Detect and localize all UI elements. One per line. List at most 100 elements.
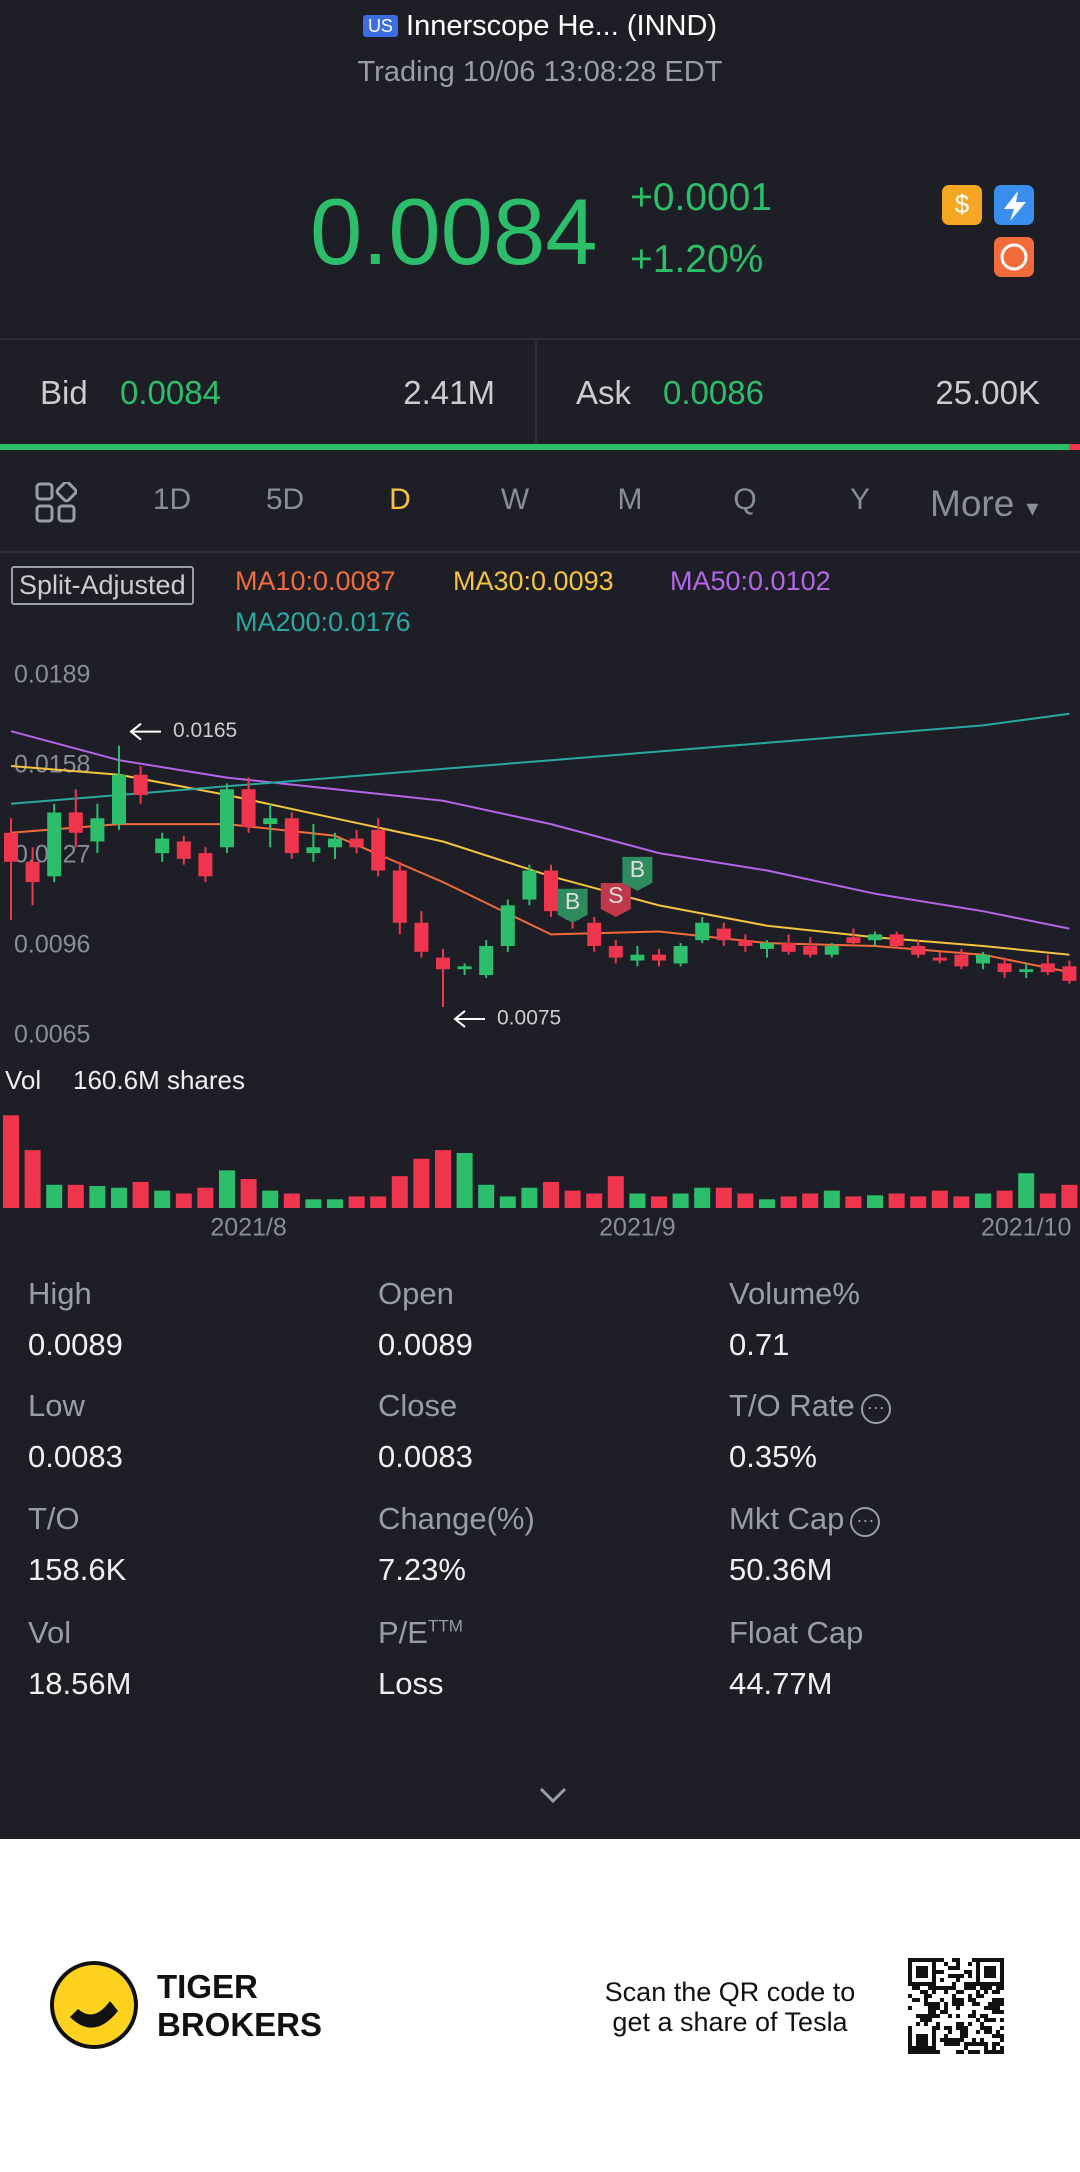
candle-body <box>954 954 969 967</box>
tab[interactable]: M <box>617 483 643 516</box>
candle-body <box>803 946 818 955</box>
qr-cell <box>960 2022 964 2026</box>
candle-body <box>630 954 645 961</box>
tab[interactable]: D <box>389 483 411 516</box>
qr-cell <box>908 2038 912 2042</box>
qr-cell <box>968 1994 972 1998</box>
qr-cell <box>976 2042 980 2046</box>
candle-body <box>371 829 386 871</box>
qr-cell <box>932 1958 936 1962</box>
qr-cell <box>956 2014 960 2018</box>
volume-bar <box>564 1190 581 1208</box>
qr-cell <box>928 2046 932 2050</box>
qr-cell <box>988 2030 992 2034</box>
candle-body <box>997 963 1012 973</box>
qr-cell <box>976 1970 980 1974</box>
qr-cell <box>976 2030 980 2034</box>
candle-body <box>68 812 83 833</box>
qr-cell <box>916 2022 920 2026</box>
qr-cell <box>936 2014 940 2018</box>
qr-cell <box>980 2014 984 2018</box>
volume-bar <box>759 1199 775 1208</box>
volume-bar <box>499 1196 516 1208</box>
candle-body <box>306 847 321 854</box>
adjust-label[interactable]: Split-Adjusted <box>11 566 194 605</box>
qr-cell <box>960 1990 964 1994</box>
qr-cell <box>912 1998 916 2002</box>
qr-cell <box>908 1958 912 1962</box>
qr-cell <box>940 1978 944 1982</box>
tab[interactable]: 5D <box>265 483 305 516</box>
candle-body <box>889 934 904 946</box>
qr-cell <box>944 2010 948 2014</box>
candle-body <box>47 812 62 877</box>
candle-body <box>652 954 666 961</box>
qr-cell <box>924 2018 928 2022</box>
qr-cell <box>996 1990 1000 1994</box>
qr-cell <box>996 1982 1000 1986</box>
qr-cell <box>932 1982 936 1986</box>
qr-cell <box>968 2050 972 2054</box>
qr-cell <box>928 2002 932 2006</box>
volume-bar <box>996 1190 1013 1208</box>
market-badge: US <box>362 15 398 37</box>
qr-cell <box>980 1986 984 1990</box>
icon[interactable] <box>942 185 982 225</box>
qr-cell <box>988 1958 992 1962</box>
qr-cell <box>924 1958 928 1962</box>
qr-cell <box>992 2034 996 2038</box>
info-icon[interactable]: ⋯ <box>860 1394 891 1424</box>
qr-cell <box>976 1978 980 1982</box>
chart: 0.01890.01580.01270.00960.00652021/82021… <box>3 661 1078 1242</box>
volume-bar <box>672 1193 689 1208</box>
volume-bar <box>111 1187 127 1208</box>
candle-body <box>522 870 537 900</box>
volume-bar <box>327 1199 343 1208</box>
stat-label: Change(%) <box>378 1501 535 1536</box>
qr-cell <box>980 1958 984 1962</box>
marker-arrow <box>453 1010 485 1028</box>
qr-cell <box>916 1966 920 1970</box>
qr-cell <box>964 2030 968 2034</box>
qr-cell <box>1000 1986 1004 1990</box>
qr-cell <box>916 1974 920 1978</box>
qr-cell <box>916 1986 920 1990</box>
qr-cell <box>972 2038 976 2042</box>
qr-cell <box>984 2026 988 2030</box>
volume-bar <box>543 1181 559 1208</box>
qr-cell <box>996 1998 1000 2002</box>
qr-cell <box>944 2006 948 2010</box>
qr-cell <box>996 2010 1000 2014</box>
candle-body <box>1019 969 1034 973</box>
qr-cell <box>940 1970 944 1974</box>
tab[interactable]: W <box>500 483 530 516</box>
tab[interactable]: Q <box>733 483 757 516</box>
candle-body <box>1040 963 1055 973</box>
tab[interactable]: 1D <box>152 483 192 516</box>
icons[interactable]: $ <box>940 182 1040 282</box>
qr-cell <box>928 1982 932 1986</box>
expand-chevron[interactable] <box>538 1785 568 1805</box>
qr-cell <box>992 1958 996 1962</box>
qr-cell <box>928 2050 932 2054</box>
info-icon[interactable]: ⋯ <box>850 1507 881 1537</box>
qr-cell <box>984 2046 988 2050</box>
ma-label: MA30:0.0093 <box>453 566 614 596</box>
qr-cell <box>968 2042 972 2046</box>
candle-body <box>1062 966 1077 981</box>
trade-label: S <box>608 882 623 908</box>
qr-cell <box>920 2046 924 2050</box>
qr-cell <box>928 1986 932 1990</box>
tab[interactable]: More ▾ <box>930 483 1039 524</box>
qr-cell <box>1000 1970 1004 1974</box>
qr-cell <box>952 1974 956 1978</box>
qr-cell <box>992 2046 996 2050</box>
y-tick-label: 0.0096 <box>14 931 90 959</box>
ma-line <box>10 712 1070 805</box>
qr-cell <box>944 2026 948 2030</box>
qr-cell <box>992 2018 996 2022</box>
tab[interactable]: Y <box>849 483 870 516</box>
candle-body <box>284 818 299 854</box>
icon[interactable] <box>994 237 1034 277</box>
layout-icon[interactable] <box>35 482 77 524</box>
